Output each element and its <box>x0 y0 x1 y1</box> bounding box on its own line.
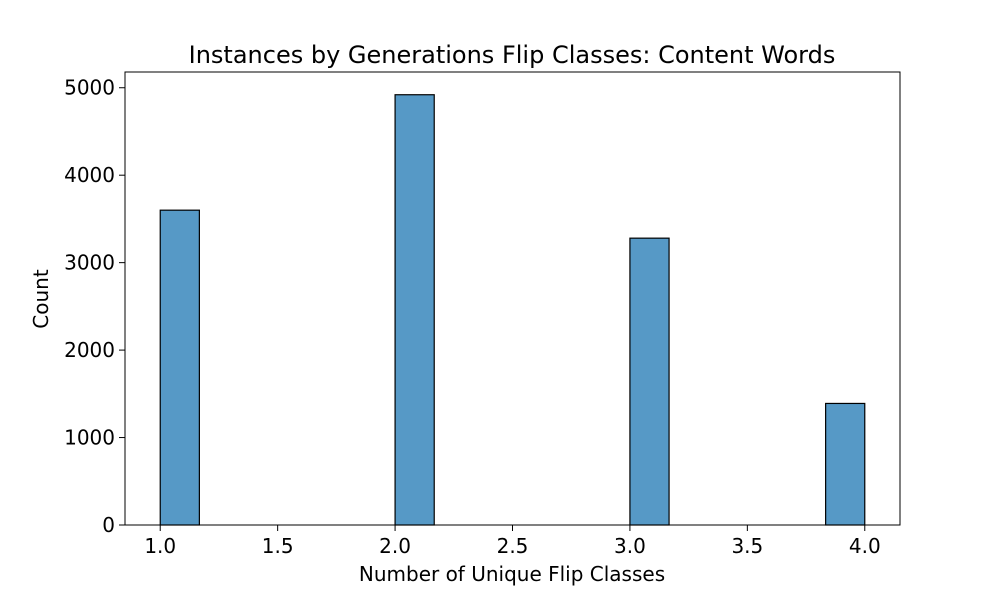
bars-layer <box>159 94 866 526</box>
x-tick-label: 2.5 <box>497 534 529 558</box>
histogram-bar-2 <box>394 94 435 526</box>
y-tick-label: 1000 <box>64 426 115 450</box>
chart-title: Instances by Generations Flip Classes: C… <box>189 41 836 69</box>
histogram-bar-3 <box>629 237 670 526</box>
histogram-bar-4 <box>825 402 866 526</box>
y-tick-label: 2000 <box>64 338 115 362</box>
plot-frame <box>124 71 901 526</box>
x-tick-label: 1.5 <box>262 534 294 558</box>
y-tick-label: 3000 <box>64 251 115 275</box>
histogram-bar-1 <box>159 209 200 526</box>
x-tick-label: 2.0 <box>379 534 411 558</box>
y-axis-label: Count <box>29 269 53 329</box>
y-axis-ticks: 0 1000 2000 3000 4000 5000 <box>64 76 125 537</box>
x-tick-label: 3.5 <box>731 534 763 558</box>
x-tick-label: 4.0 <box>849 534 881 558</box>
x-tick-label: 1.0 <box>144 534 176 558</box>
y-tick-label: 0 <box>102 513 115 537</box>
y-tick-label: 4000 <box>64 163 115 187</box>
y-tick-label: 5000 <box>64 76 115 100</box>
x-axis-label: Number of Unique Flip Classes <box>359 562 665 586</box>
x-tick-label: 3.0 <box>614 534 646 558</box>
x-axis-ticks: 1.0 1.5 2.0 2.5 3.0 3.5 4.0 <box>144 525 881 558</box>
